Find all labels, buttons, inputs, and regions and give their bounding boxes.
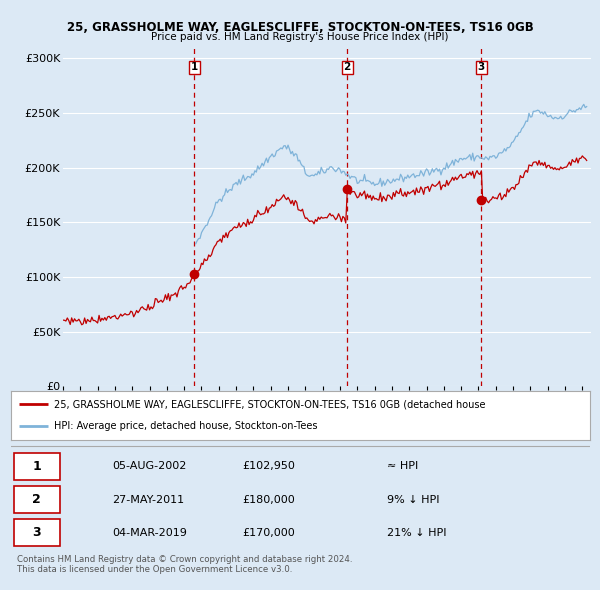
FancyBboxPatch shape: [14, 520, 60, 546]
FancyBboxPatch shape: [14, 486, 60, 513]
Text: This data is licensed under the Open Government Licence v3.0.: This data is licensed under the Open Gov…: [17, 565, 292, 574]
Text: 05-AUG-2002: 05-AUG-2002: [112, 461, 187, 471]
Text: £180,000: £180,000: [242, 494, 295, 504]
FancyBboxPatch shape: [14, 453, 60, 480]
Text: HPI: Average price, detached house, Stockton-on-Tees: HPI: Average price, detached house, Stoc…: [54, 421, 318, 431]
Text: 25, GRASSHOLME WAY, EAGLESCLIFFE, STOCKTON-ON-TEES, TS16 0GB (detached house: 25, GRASSHOLME WAY, EAGLESCLIFFE, STOCKT…: [54, 399, 486, 409]
Text: £102,950: £102,950: [242, 461, 295, 471]
Text: Price paid vs. HM Land Registry's House Price Index (HPI): Price paid vs. HM Land Registry's House …: [151, 32, 449, 42]
Text: 3: 3: [32, 526, 41, 539]
Text: £170,000: £170,000: [242, 528, 295, 537]
Text: 1: 1: [191, 63, 198, 73]
Text: ≈ HPI: ≈ HPI: [387, 461, 418, 471]
Text: 25, GRASSHOLME WAY, EAGLESCLIFFE, STOCKTON-ON-TEES, TS16 0GB: 25, GRASSHOLME WAY, EAGLESCLIFFE, STOCKT…: [67, 21, 533, 34]
Text: 21% ↓ HPI: 21% ↓ HPI: [387, 528, 446, 537]
Text: 2: 2: [32, 493, 41, 506]
Text: Contains HM Land Registry data © Crown copyright and database right 2024.: Contains HM Land Registry data © Crown c…: [17, 555, 352, 565]
Text: 1: 1: [32, 460, 41, 473]
Text: 27-MAY-2011: 27-MAY-2011: [112, 494, 184, 504]
Text: 9% ↓ HPI: 9% ↓ HPI: [387, 494, 440, 504]
Text: 04-MAR-2019: 04-MAR-2019: [112, 528, 187, 537]
Text: 2: 2: [343, 63, 351, 73]
Text: 3: 3: [478, 63, 485, 73]
